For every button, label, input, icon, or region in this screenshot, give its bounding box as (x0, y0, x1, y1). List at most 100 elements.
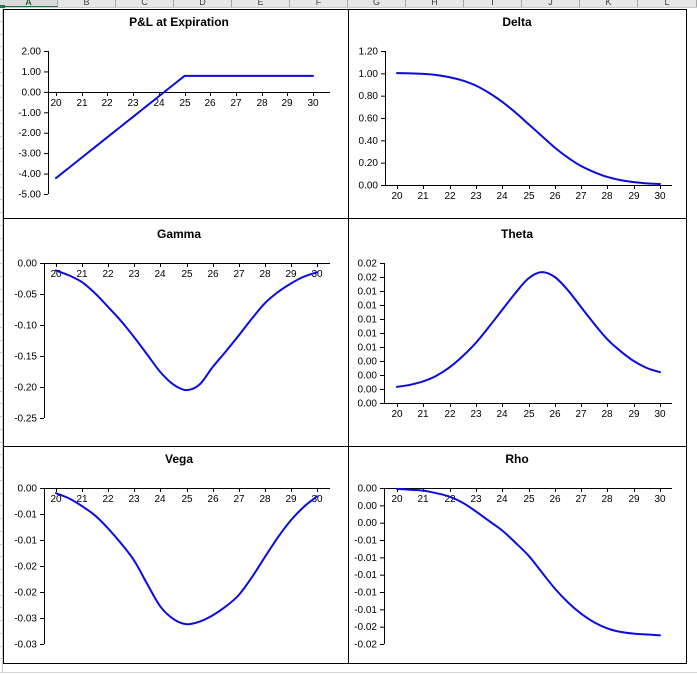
y-tick-label: 0.20 (359, 158, 379, 169)
column-header-label: G (372, 0, 380, 7)
chart-title: Delta (502, 15, 532, 29)
x-tick-label: 30 (654, 409, 666, 420)
column-header-label: B (83, 0, 90, 7)
x-tick-label: 28 (256, 98, 268, 109)
y-tick-label: 0.00 (358, 357, 378, 368)
x-tick-label: 22 (101, 98, 113, 109)
x-tick-label: 27 (230, 98, 242, 109)
x-tick-label: 22 (102, 494, 114, 505)
column-header-a[interactable]: A (0, 0, 58, 7)
x-tick-label: 29 (281, 98, 293, 109)
chart-title: Vega (165, 452, 193, 466)
x-tick-label: 22 (102, 269, 114, 280)
chart-theta[interactable]: Theta 0.02 0.02 0.01 0.01 0.01 0.01 0.01 0.00 0.0… (358, 227, 672, 420)
x-tick-label: 20 (391, 494, 403, 505)
x-tick-label: 27 (233, 269, 245, 280)
column-header-label: C (141, 0, 148, 7)
chart-rho[interactable]: Rho 0.00 0.00 0.00 -0.01 -0.01 -0.01 -0.01 -0.01… (354, 452, 672, 651)
x-tick-label: 24 (154, 269, 166, 280)
x-tick-label: 26 (549, 191, 561, 202)
column-header-b[interactable]: B (58, 0, 116, 7)
column-header-label: L (664, 0, 670, 7)
column-header-i[interactable]: I (464, 0, 522, 7)
column-header-j[interactable]: J (522, 0, 580, 7)
worksheet-gridlines (0, 8, 697, 673)
series-line (55, 492, 318, 626)
axis-lines (44, 51, 330, 195)
y-tick-label: -0.05 (14, 290, 37, 301)
column-header-e[interactable]: E (232, 0, 290, 7)
chart-grid-outer-border (3, 9, 687, 664)
series-line (396, 271, 661, 388)
column-header-label: J (548, 0, 553, 7)
y-tick-label: -0.02 (14, 588, 37, 599)
column-header-c[interactable]: C (116, 0, 174, 7)
y-tick-label: -0.03 (14, 614, 37, 625)
series-line (396, 72, 661, 185)
y-tick-label: -0.01 (354, 588, 377, 599)
y-tick-label: 0.01 (358, 343, 378, 354)
chart-p-l-at-expiration[interactable]: P&L at Expiration 2.00 1.00 0.00 -1.00 -2.00 -… (18, 15, 330, 201)
y-tick-label: -1.00 (18, 108, 41, 119)
chart-gamma[interactable]: Gamma 0.00 -0.05 -0.10 -0.15 -0.20 -0.25 20 21 22… (14, 227, 330, 425)
column-header-f[interactable]: F (290, 0, 348, 7)
x-tick-label: 23 (470, 191, 482, 202)
x-tick-label: 27 (575, 191, 587, 202)
series-line (396, 487, 661, 637)
y-tick-label: -0.02 (354, 622, 377, 633)
x-tick-label: 25 (523, 494, 535, 505)
column-header-d[interactable]: D (174, 0, 232, 7)
x-tick-label: 24 (496, 494, 508, 505)
x-tick-label: 25 (523, 191, 535, 202)
y-tick-label: 0.01 (358, 315, 378, 326)
x-tick-label: 21 (76, 269, 88, 280)
column-header-h[interactable]: H (406, 0, 464, 7)
x-tick-label: 26 (204, 98, 216, 109)
y-tick-label: 0.01 (358, 301, 378, 312)
y-tick-label: 0.02 (358, 259, 378, 270)
axis-lines (40, 263, 330, 419)
y-tick-label: 1.20 (359, 47, 379, 58)
x-tick-label: 28 (601, 191, 613, 202)
y-tick-label: 0.00 (358, 484, 378, 495)
y-tick-label: 0.00 (358, 399, 378, 410)
y-tick-label: -0.01 (14, 536, 37, 547)
x-tick-label: 28 (259, 269, 271, 280)
y-tick-label: 0.02 (358, 273, 378, 284)
y-tick-label: 0.01 (358, 287, 378, 298)
column-header-label: F (315, 0, 322, 7)
chart-delta[interactable]: Delta 1.20 1.00 0.80 0.60 0.40 0.20 0.00 20 21 22 2… (359, 15, 672, 202)
x-tick-label: 30 (311, 269, 323, 280)
y-tick-label: 0.00 (18, 259, 38, 270)
x-tick-label: 21 (417, 191, 429, 202)
x-tick-label: 23 (470, 409, 482, 420)
column-header-g[interactable]: G (348, 0, 406, 7)
chart-title: Rho (505, 452, 528, 466)
x-tick-label: 24 (496, 191, 508, 202)
x-tick-label: 25 (179, 98, 191, 109)
column-header-row: A B C D E F G H I J K L (0, 0, 697, 8)
x-tick-label: 20 (391, 409, 403, 420)
x-tick-label: 29 (285, 494, 297, 505)
chart-grid-borders (3, 9, 687, 664)
column-header-label: D (199, 0, 206, 7)
x-tick-label: 20 (50, 269, 62, 280)
chart-title: Gamma (157, 227, 201, 241)
y-tick-label: 0.00 (358, 518, 378, 529)
x-tick-label: 26 (207, 494, 219, 505)
x-tick-label: 24 (496, 409, 508, 420)
x-tick-label: 26 (207, 269, 219, 280)
y-tick-label: -0.02 (354, 640, 377, 651)
column-header-k[interactable]: K (580, 0, 638, 7)
y-tick-label: 0.00 (359, 181, 379, 192)
y-tick-label: -3.00 (18, 149, 41, 160)
y-tick-label: 0.60 (359, 114, 379, 125)
chart-vega[interactable]: Vega 0.00 -0.01 -0.01 -0.02 -0.02 -0.03 -0.03 20… (14, 452, 330, 651)
x-tick-label: 29 (628, 494, 640, 505)
x-tick-label: 27 (233, 494, 245, 505)
column-header-label: I (491, 0, 494, 7)
x-tick-label: 23 (128, 494, 140, 505)
y-tick-label: -0.01 (354, 605, 377, 616)
